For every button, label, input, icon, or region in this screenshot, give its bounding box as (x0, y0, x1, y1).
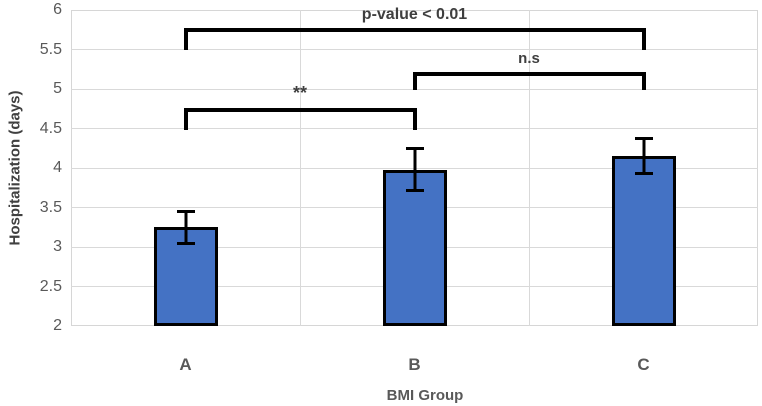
sig-label-1: p-value < 0.01 (361, 6, 468, 24)
error-bar-line (413, 148, 416, 191)
error-bar-cap-bottom (176, 241, 195, 245)
x-category-label-A: A (179, 355, 192, 374)
y-tick-label: 3.5 (39, 198, 62, 216)
x-category-label-B: B (408, 355, 421, 374)
sig-label-2: ** (292, 82, 308, 103)
bar-C (611, 156, 676, 326)
y-tick-label: 4.5 (39, 119, 62, 137)
h-gridline (71, 49, 758, 50)
x-category-label-C: C (637, 355, 650, 374)
v-gridline (300, 10, 301, 326)
x-axis-title: BMI Group (386, 387, 464, 404)
sig-label-3: n.s (518, 49, 540, 67)
error-bar-line (184, 210, 187, 244)
sig-bracket-3 (412, 71, 646, 90)
error-bar-cap-top (405, 147, 424, 151)
bar-B (382, 169, 447, 326)
y-tick-label: 3 (53, 238, 62, 255)
y-tick-label: 5 (53, 80, 62, 97)
error-bar-line (642, 137, 645, 175)
error-bar-cap-bottom (634, 172, 653, 176)
sig-bracket-2 (183, 107, 417, 131)
y-tick-label: 5.5 (39, 40, 62, 58)
y-tick-label: 2 (53, 317, 62, 334)
error-bar-cap-bottom (405, 188, 424, 192)
error-bar-cap-top (176, 209, 195, 213)
y-tick-label: 6 (53, 1, 62, 18)
y-tick-label: 2.5 (39, 277, 62, 295)
sig-bracket-1 (183, 28, 646, 51)
y-tick-label: 4 (53, 159, 62, 176)
v-gridline (529, 10, 530, 326)
error-bar-cap-top (634, 136, 653, 140)
